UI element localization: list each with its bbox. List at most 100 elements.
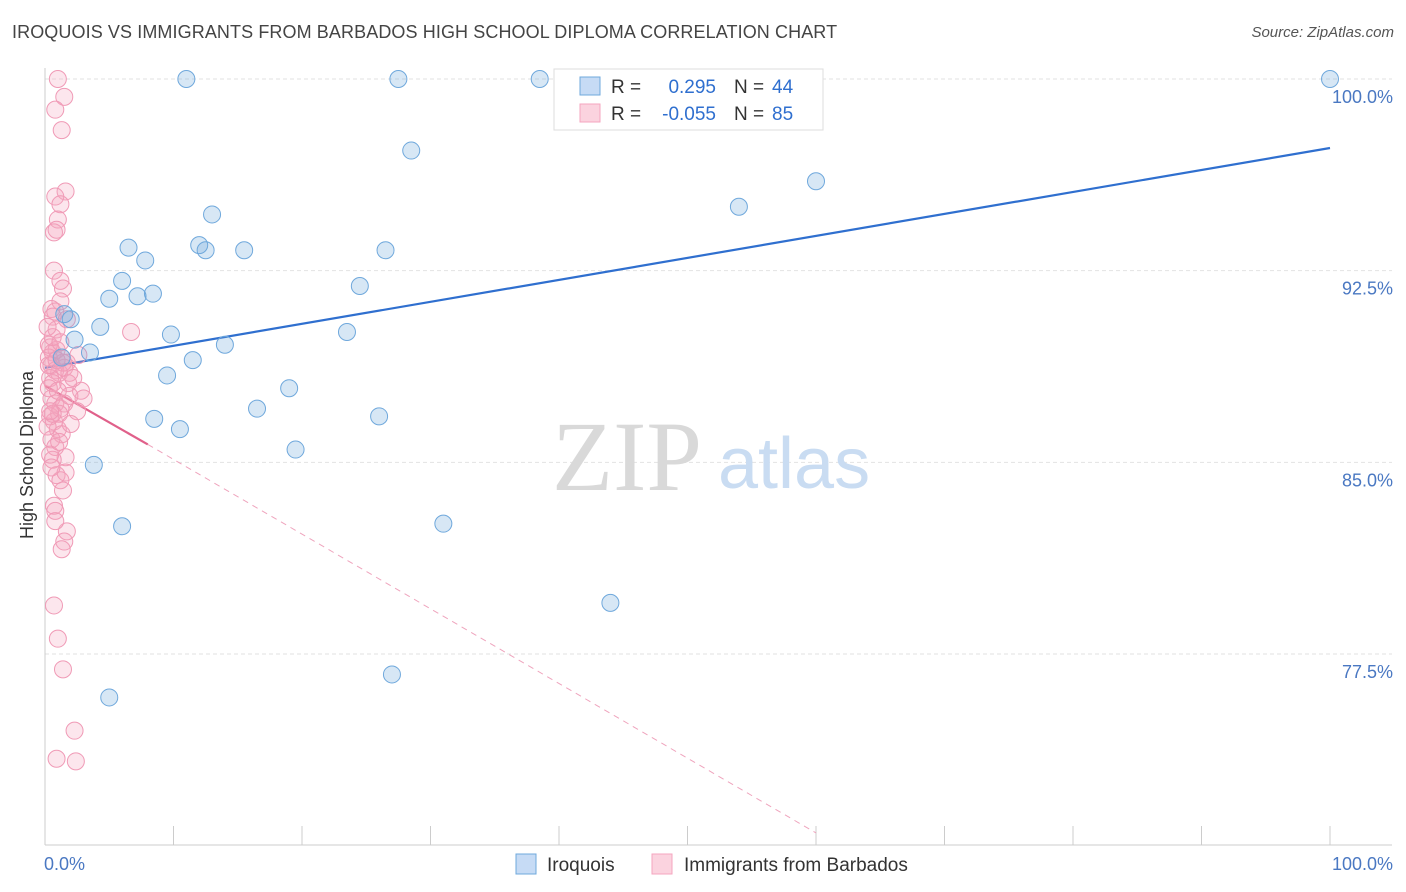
y-tick-label-2: 92.5% bbox=[1342, 279, 1393, 299]
x-tick-label-0: 0.0% bbox=[44, 854, 85, 874]
point-barbados-70 bbox=[56, 463, 75, 482]
point-iroquois-15 bbox=[350, 277, 369, 295]
legend-r-label-1: R = bbox=[611, 77, 641, 98]
bottom-legend-swatch-barbados bbox=[651, 853, 673, 875]
watermark-atlas: atlas bbox=[718, 424, 870, 504]
point-barbados-1 bbox=[55, 87, 74, 106]
point-barbados-51 bbox=[46, 501, 65, 520]
bottom-legend-label-iroquois: Iroquois bbox=[547, 855, 615, 876]
point-iroquois-8 bbox=[119, 238, 138, 257]
point-barbados-59 bbox=[47, 749, 66, 768]
gridlines bbox=[45, 78, 1392, 655]
point-iroquois-26 bbox=[215, 335, 234, 354]
legend-swatch-barbados bbox=[579, 103, 601, 123]
point-barbados-67 bbox=[60, 386, 79, 405]
point-barbados-74 bbox=[42, 458, 61, 477]
point-barbados-76 bbox=[38, 317, 57, 336]
point-barbados-55 bbox=[44, 596, 63, 615]
point-iroquois-13 bbox=[136, 251, 155, 270]
point-barbados-52 bbox=[57, 522, 76, 541]
bottom-legend-label-barbados: Immigrants from Barbados bbox=[684, 855, 908, 876]
point-iroquois-18 bbox=[143, 284, 162, 303]
point-iroquois-14 bbox=[113, 271, 132, 290]
point-barbados-56 bbox=[48, 629, 67, 648]
points-barbados bbox=[38, 70, 141, 771]
point-iroquois-23 bbox=[337, 323, 356, 341]
legend-n-label-1: N = bbox=[734, 77, 764, 98]
point-iroquois-5 bbox=[807, 172, 825, 191]
trend-line-iroquois-solid bbox=[44, 146, 1331, 369]
watermark: ZIP atlas bbox=[552, 401, 870, 512]
point-barbados-6 bbox=[51, 195, 70, 214]
chart-title: IROQUOIS VS IMMIGRANTS FROM BARBADOS HIG… bbox=[12, 22, 838, 42]
point-iroquois-35 bbox=[286, 440, 305, 459]
point-barbados-0 bbox=[48, 70, 67, 88]
point-iroquois-25 bbox=[80, 343, 99, 362]
point-barbados-2 bbox=[46, 100, 65, 119]
point-iroquois-3 bbox=[1321, 70, 1339, 88]
point-iroquois-10 bbox=[196, 241, 215, 260]
point-iroquois-6 bbox=[729, 197, 748, 216]
legend-n-value-1: 44 bbox=[772, 77, 794, 98]
point-barbados-69 bbox=[41, 445, 60, 464]
point-iroquois-27 bbox=[183, 351, 202, 370]
point-iroquois-22 bbox=[161, 325, 180, 344]
y-tick-label-3: 100.0% bbox=[1332, 87, 1393, 107]
point-iroquois-29 bbox=[158, 366, 177, 385]
point-barbados-10 bbox=[44, 261, 63, 280]
point-barbados-77 bbox=[57, 310, 76, 329]
legend-r-value-1: 0.295 bbox=[668, 77, 716, 98]
point-iroquois-2 bbox=[530, 70, 549, 88]
x-tick-label-1: 100.0% bbox=[1332, 854, 1393, 874]
point-iroquois-34 bbox=[170, 420, 189, 439]
point-iroquois-11 bbox=[235, 241, 254, 260]
point-iroquois-31 bbox=[248, 399, 267, 418]
point-iroquois-12 bbox=[376, 241, 395, 260]
tick-labels: 77.5% 85.0% 92.5% 100.0% 0.0% 100.0% bbox=[44, 87, 1393, 874]
source-label: Source: ZipAtlas.com bbox=[1251, 24, 1394, 41]
point-barbados-49 bbox=[53, 481, 72, 500]
point-barbados-8 bbox=[44, 223, 63, 242]
point-iroquois-36 bbox=[84, 455, 103, 474]
point-iroquois-39 bbox=[601, 593, 620, 612]
point-barbados-9 bbox=[47, 220, 66, 239]
point-barbados-72 bbox=[48, 381, 67, 400]
point-iroquois-40 bbox=[100, 688, 119, 707]
trend-line-iroquois bbox=[44, 146, 1331, 369]
point-barbados-84 bbox=[41, 402, 60, 421]
point-barbados-81 bbox=[43, 404, 62, 423]
point-barbados-75 bbox=[51, 333, 70, 352]
y-tick-label-0: 77.5% bbox=[1342, 662, 1393, 682]
point-iroquois-32 bbox=[145, 409, 164, 428]
point-iroquois-28 bbox=[52, 348, 71, 367]
point-barbados-79 bbox=[50, 432, 69, 451]
point-barbados-46 bbox=[43, 450, 62, 469]
point-iroquois-1 bbox=[389, 70, 408, 88]
point-iroquois-33 bbox=[370, 407, 389, 426]
point-barbados-57 bbox=[53, 660, 72, 679]
trend-line-barbados-dashed bbox=[147, 444, 817, 834]
point-iroquois-37 bbox=[113, 517, 132, 536]
watermark-zip: ZIP bbox=[552, 401, 702, 512]
point-barbados-78 bbox=[46, 512, 65, 531]
legend-n-value-2: 85 bbox=[772, 104, 793, 125]
point-iroquois-0 bbox=[177, 70, 196, 88]
point-barbados-58 bbox=[65, 721, 84, 740]
point-barbados-3 bbox=[52, 121, 71, 140]
point-iroquois-16 bbox=[100, 289, 119, 308]
y-axis-title: High School Diploma bbox=[17, 370, 37, 539]
point-iroquois-38 bbox=[434, 514, 453, 533]
point-barbados-73 bbox=[61, 415, 80, 433]
legend-r-value-2: -0.055 bbox=[662, 104, 716, 125]
stats-legend: R = 0.295 N = 44 R = -0.055 N = 85 bbox=[553, 68, 824, 131]
point-iroquois-7 bbox=[203, 205, 222, 224]
legend-r-label-2: R = bbox=[611, 104, 641, 125]
point-iroquois-20 bbox=[55, 305, 74, 324]
point-iroquois-21 bbox=[91, 317, 110, 336]
point-iroquois-17 bbox=[128, 287, 147, 306]
point-barbados-60 bbox=[66, 752, 85, 771]
points-iroquois bbox=[52, 70, 1339, 707]
bottom-legend-swatch-iroquois bbox=[515, 853, 537, 875]
point-barbados-54 bbox=[52, 540, 71, 559]
point-iroquois-24 bbox=[65, 330, 84, 349]
